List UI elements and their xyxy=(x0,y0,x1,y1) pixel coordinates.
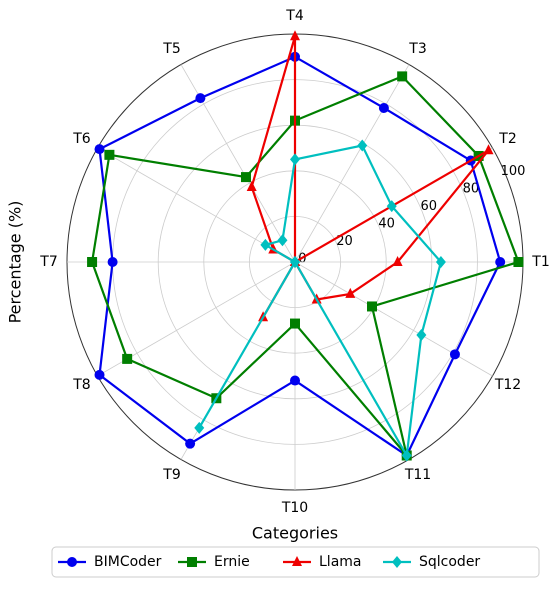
marker xyxy=(185,438,196,449)
marker xyxy=(416,328,427,341)
y-axis-label: Percentage (%) xyxy=(6,201,25,324)
marker xyxy=(401,449,412,462)
marker xyxy=(67,557,77,567)
marker xyxy=(290,318,300,329)
marker xyxy=(195,93,206,104)
category-label: T6 xyxy=(72,131,91,147)
marker xyxy=(397,71,408,82)
marker xyxy=(94,369,105,380)
r-tick-label: 80 xyxy=(463,182,480,197)
category-label: T5 xyxy=(162,41,180,57)
marker xyxy=(246,180,257,191)
marker xyxy=(290,375,300,386)
marker xyxy=(290,153,300,166)
category-label: T8 xyxy=(72,377,90,393)
marker xyxy=(94,144,105,155)
marker xyxy=(513,257,524,267)
spoke xyxy=(294,261,493,377)
x-axis-label: Categories xyxy=(252,524,338,543)
marker xyxy=(104,149,115,160)
marker xyxy=(367,301,378,312)
category-label: T9 xyxy=(162,467,180,483)
category-label: T2 xyxy=(498,131,516,147)
marker xyxy=(240,172,251,183)
marker xyxy=(392,256,403,266)
marker xyxy=(290,256,300,268)
spoke xyxy=(294,64,410,263)
marker xyxy=(187,557,197,567)
marker xyxy=(122,353,133,364)
marker xyxy=(378,102,389,113)
r-tick-label: 20 xyxy=(336,234,353,249)
r-tick-label: 40 xyxy=(378,217,395,232)
category-label: T11 xyxy=(404,467,431,483)
r-tick-label: 100 xyxy=(501,164,526,179)
marker xyxy=(357,139,368,152)
legend-label: Sqlcoder xyxy=(419,554,480,570)
category-label: T3 xyxy=(408,41,426,57)
legend-label: Ernie xyxy=(214,554,250,570)
marker xyxy=(386,200,397,213)
marker xyxy=(87,257,98,267)
marker xyxy=(260,238,271,251)
marker xyxy=(345,287,356,298)
marker xyxy=(495,257,506,267)
category-label: T10 xyxy=(281,500,308,516)
category-label: T4 xyxy=(285,8,304,24)
marker xyxy=(392,556,402,568)
legend-label: Llama xyxy=(319,554,362,570)
marker xyxy=(290,30,300,41)
marker xyxy=(483,144,494,155)
marker xyxy=(194,421,205,434)
r-tick-label: 60 xyxy=(421,199,438,214)
series-line xyxy=(198,144,443,459)
marker xyxy=(435,256,446,268)
marker xyxy=(292,556,302,566)
legend-label: BIMCoder xyxy=(94,554,162,570)
category-label: T7 xyxy=(39,254,57,270)
marker xyxy=(107,257,118,267)
marker xyxy=(277,234,288,247)
category-label: T12 xyxy=(494,377,521,393)
category-label: T1 xyxy=(531,254,549,270)
marker xyxy=(449,349,460,360)
